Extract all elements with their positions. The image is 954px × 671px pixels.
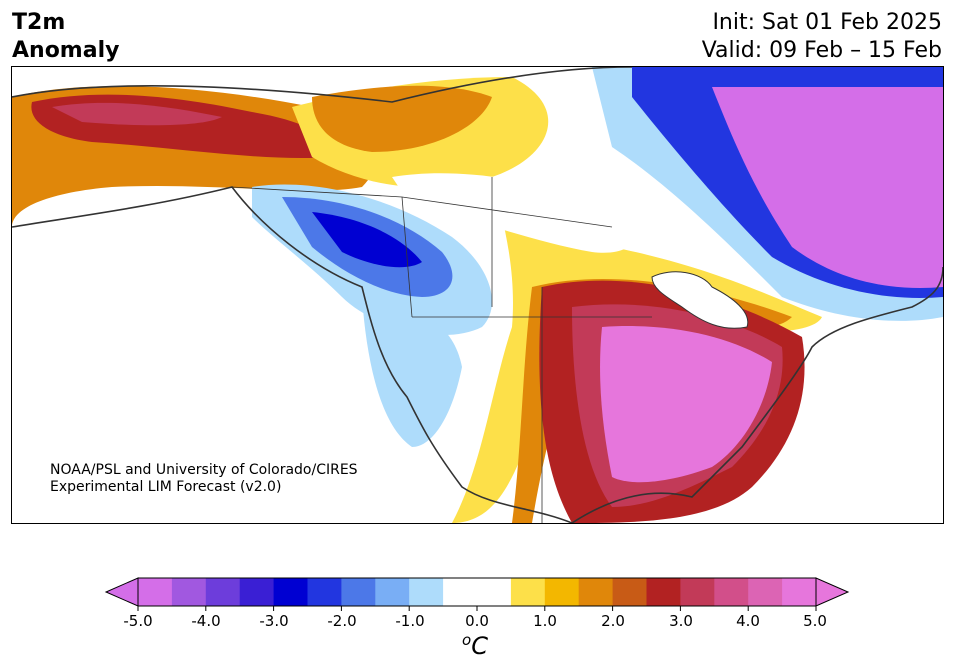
colorbar-segment: [341, 578, 376, 606]
cb-tick-label: 4.0: [736, 612, 760, 630]
coastline: [12, 67, 943, 523]
unit-degree: o: [462, 631, 472, 649]
political-borders: [231, 177, 652, 523]
colorbar-segment: [477, 578, 512, 606]
colorbar-segment: [239, 578, 275, 606]
colorbar-segment: [510, 578, 546, 606]
cb-tick-label: 1.0: [533, 612, 557, 630]
colorbar-segment: [578, 578, 614, 606]
init-date: Init: Sat 01 Feb 2025: [712, 10, 942, 35]
cb-tick-label: -3.0: [259, 612, 289, 630]
colorbar-segment: [714, 578, 749, 606]
colorbar-segment: [782, 578, 817, 606]
title-line-1: T2m: [12, 10, 66, 35]
great-lakes: [651, 271, 749, 329]
valid-range: Valid: 09 Feb – 15 Feb: [701, 38, 942, 63]
west-us-light: [362, 297, 462, 447]
east-us-magenta: [600, 326, 772, 483]
credit-line-2: Experimental LIM Forecast (v2.0): [50, 479, 282, 495]
title-line-2: Anomaly: [12, 38, 120, 63]
cb-tick-label: -4.0: [191, 612, 221, 630]
cb-tick-label: 2.0: [601, 612, 625, 630]
colorbar-segment: [409, 578, 444, 606]
colorbar-right-arrow: [815, 577, 850, 607]
colorbar-unit: oC: [462, 631, 488, 660]
cb-tick-label: 3.0: [669, 612, 693, 630]
credit-text: NOAA/PSL and University of Colorado/CIRE…: [50, 462, 358, 496]
colorbar-segment: [307, 578, 342, 606]
cb-tick-label: -1.0: [395, 612, 425, 630]
colorbar-labels: -5.0 -4.0 -3.0 -2.0 -1.0 0.0 1.0 2.0 3.0…: [0, 612, 954, 632]
quebec-purple: [712, 87, 943, 288]
colorbar-svg: [104, 577, 850, 611]
forecast-dates: Init: Sat 01 Feb 2025 Valid: 09 Feb – 15…: [702, 9, 942, 65]
colorbar-segment: [205, 578, 241, 606]
cb-tick-label: 0.0: [465, 612, 489, 630]
colorbar: [100, 572, 854, 622]
colorbar-segment: [375, 578, 410, 606]
map-canvas: [12, 67, 943, 523]
cb-tick-label: -5.0: [123, 612, 153, 630]
map-title: T2m Anomaly: [12, 9, 119, 65]
colorbar-segment: [544, 578, 580, 606]
cb-tick-label: -2.0: [327, 612, 357, 630]
colorbar-segment: [748, 578, 783, 606]
credit-line-1: NOAA/PSL and University of Colorado/CIRE…: [50, 462, 358, 478]
yukon-orange: [312, 85, 492, 152]
bc-cold-core: [312, 212, 422, 268]
colorbar-segment: [443, 578, 478, 606]
cb-tick-label: 5.0: [803, 612, 827, 630]
unit-letter: C: [471, 632, 488, 660]
colorbar-segment: [273, 578, 308, 606]
colorbar-segment: [612, 578, 647, 606]
colorbar-segment: [138, 578, 173, 606]
colorbar-left-arrow: [104, 577, 139, 607]
colorbar-segment: [680, 578, 715, 606]
colorbar-segment: [646, 578, 681, 606]
alaska-pink-core: [52, 102, 222, 126]
plains-yellow: [452, 177, 822, 523]
colorbar-segment: [171, 578, 207, 606]
anomaly-map: NOAA/PSL and University of Colorado/CIRE…: [11, 66, 944, 524]
